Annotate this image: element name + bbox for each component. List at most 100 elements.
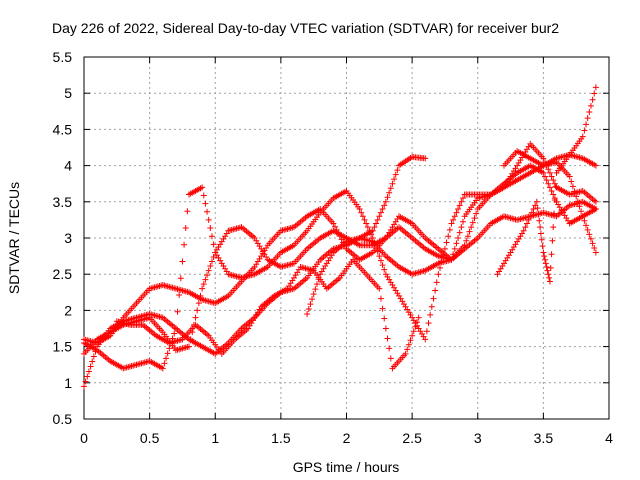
data-point-s7-interp — [525, 216, 532, 223]
data-point-s6-interp — [371, 224, 378, 231]
data-point-s6-interp — [310, 291, 317, 298]
data-point-s3 — [592, 162, 599, 169]
data-point-s5-interp — [412, 323, 419, 330]
data-point-s7-interp — [537, 224, 544, 231]
data-point-s4-interp — [542, 173, 549, 180]
axis-ticks — [83, 56, 610, 420]
data-point-s7-interp — [551, 210, 558, 217]
data-point-s7-interp — [535, 211, 542, 218]
data-point-s3-interp — [164, 350, 171, 357]
data-point-s5-interp — [410, 328, 417, 335]
data-point-s3-interp — [458, 198, 465, 205]
data-point-s7 — [546, 278, 553, 285]
data-point-s2-interp — [207, 263, 214, 270]
x-axis-label: GPS time / hours — [293, 459, 400, 475]
data-point-s6 — [382, 198, 389, 205]
data-point-s7-interp — [543, 263, 550, 270]
data-point-s2-interp — [451, 245, 458, 252]
data-point-s7 — [520, 227, 527, 234]
data-point-s7-interp — [523, 220, 530, 227]
data-point-s3-interp — [437, 264, 444, 271]
data-point-s7-interp — [542, 260, 549, 267]
data-point-s7-interp — [522, 224, 529, 231]
data-point-s3-interp — [376, 253, 383, 260]
y-tick-label: 1.5 — [53, 339, 73, 355]
x-tick-label: 4 — [605, 430, 613, 446]
data-point-s3-interp — [371, 239, 378, 246]
data-point-s3-interp — [182, 225, 189, 232]
data-point-s7-interp — [583, 121, 590, 128]
x-tick-label: 3 — [474, 430, 482, 446]
data-point-s8-interp — [568, 178, 575, 185]
data-point-s3-interp — [438, 258, 445, 265]
data-point-s7-interp — [586, 109, 593, 116]
y-tick-label: 3 — [64, 230, 72, 246]
data-point-s2-interp — [551, 180, 558, 187]
data-point-s4-interp — [338, 236, 345, 243]
data-point-s7-interp — [550, 224, 557, 231]
data-point-s7-interp — [536, 217, 543, 224]
data-point-s7 — [579, 133, 586, 140]
data-point-s6-interp — [309, 296, 316, 303]
data-point-s2-interp — [192, 314, 199, 321]
data-point-s3-interp — [179, 258, 186, 265]
data-point-s6-interp — [307, 301, 314, 308]
data-point-s5 — [376, 285, 383, 292]
data-point-s2 — [199, 285, 206, 292]
data-point-s3-interp — [204, 208, 211, 215]
data-point-s7 — [540, 249, 547, 256]
data-point-s3-interp — [184, 208, 191, 215]
data-point-s7-interp — [538, 236, 545, 243]
data-point-s3-interp — [446, 226, 453, 233]
data-point-s5-interp — [379, 305, 386, 312]
data-point-s2-interp — [204, 272, 211, 279]
data-point-s8 — [592, 249, 599, 256]
data-point-s5 — [415, 314, 422, 321]
data-point-s5-interp — [414, 319, 421, 326]
data-point-s8 — [566, 173, 573, 180]
data-point-s3-interp — [455, 206, 462, 213]
y-tick-label: 2.5 — [53, 266, 73, 282]
data-point-s6 — [369, 227, 376, 234]
data-point-s3-interp — [453, 209, 460, 216]
data-point-s2-interp — [187, 336, 194, 343]
data-point-s4-interp — [471, 215, 478, 222]
data-point-s7-interp — [528, 209, 535, 216]
data-point-s2-interp — [205, 267, 212, 274]
data-point-s3-interp — [456, 202, 463, 209]
data-point-s8-interp — [589, 240, 596, 247]
data-point-s3-interp — [200, 192, 207, 199]
data-point-s7-interp — [552, 183, 559, 190]
data-point-s7-interp — [527, 213, 534, 220]
y-tick-label: 2 — [64, 302, 72, 318]
data-point-s3-interp — [443, 239, 450, 246]
data-point-s7-interp — [548, 251, 555, 258]
data-point-s4-interp — [468, 224, 475, 231]
data-point-s7-interp — [589, 96, 596, 103]
x-tick-label: 2.5 — [402, 430, 422, 446]
x-tick-label: 0 — [80, 430, 88, 446]
data-point-s1-interp — [89, 358, 96, 365]
x-tick-label: 3.5 — [534, 430, 554, 446]
data-point-s3-interp — [377, 257, 384, 264]
data-point-s8-interp — [573, 193, 580, 200]
data-point-s3 — [199, 184, 206, 191]
data-point-s1-interp — [90, 353, 97, 360]
data-point-s3-interp — [381, 266, 388, 273]
data-point-s8-interp — [587, 235, 594, 242]
y-tick-label: 4.5 — [53, 121, 73, 137]
data-point-s3-interp — [208, 233, 215, 240]
y-tick-label: 1 — [64, 375, 72, 391]
data-point-s7-interp — [549, 237, 556, 244]
data-point-s8-interp — [591, 244, 598, 251]
data-point-s3 — [448, 220, 455, 227]
data-point-s3-interp — [430, 295, 437, 302]
data-point-s4 — [461, 242, 468, 249]
data-point-s1-interp — [82, 378, 89, 385]
data-point-s3-interp — [459, 195, 466, 202]
data-point-s8-interp — [586, 231, 593, 238]
data-point-s5 — [402, 350, 409, 357]
data-point-s8-interp — [581, 217, 588, 224]
y-tick-label: 0.5 — [53, 411, 73, 427]
